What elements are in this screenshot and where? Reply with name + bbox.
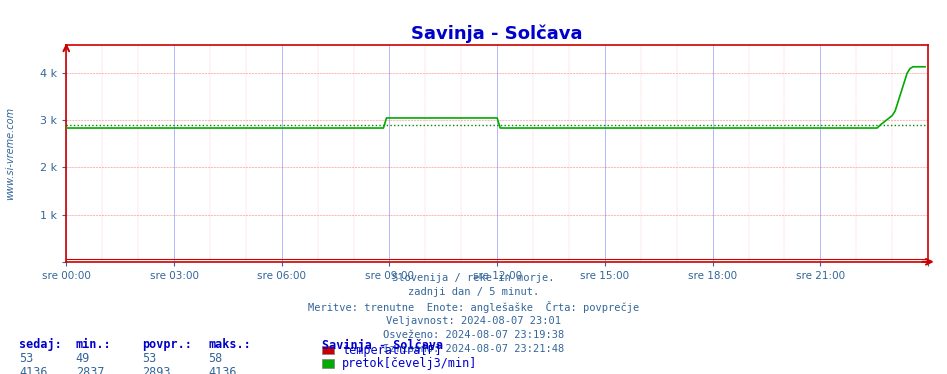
Title: Savinja - Solčava: Savinja - Solčava [411,25,583,43]
Text: Meritve: trenutne  Enote: anglešaške  Črta: povprečje: Meritve: trenutne Enote: anglešaške Črta… [308,301,639,313]
Text: 4136: 4136 [208,366,237,374]
Text: Veljavnost: 2024-08-07 23:01: Veljavnost: 2024-08-07 23:01 [386,316,561,326]
Text: pretok[čevelj3/min]: pretok[čevelj3/min] [342,357,477,370]
Text: maks.:: maks.: [208,338,251,352]
Text: 2893: 2893 [142,366,170,374]
Text: 4136: 4136 [19,366,47,374]
Text: Izrisano: 2024-08-07 23:21:48: Izrisano: 2024-08-07 23:21:48 [383,344,564,354]
Text: temperatura[F]: temperatura[F] [342,344,441,356]
Text: povpr.:: povpr.: [142,338,192,352]
Text: 53: 53 [142,352,156,365]
Text: min.:: min.: [76,338,112,352]
Text: 58: 58 [208,352,223,365]
Text: www.si-vreme.com: www.si-vreme.com [6,107,15,200]
Text: 2837: 2837 [76,366,104,374]
Text: zadnji dan / 5 minut.: zadnji dan / 5 minut. [408,287,539,297]
Text: 53: 53 [19,352,33,365]
Text: 49: 49 [76,352,90,365]
Text: Slovenija / reke in morje.: Slovenija / reke in morje. [392,273,555,283]
Text: sedaj:: sedaj: [19,338,62,352]
Text: Osveženo: 2024-08-07 23:19:38: Osveženo: 2024-08-07 23:19:38 [383,330,564,340]
Text: Savinja - Solčava: Savinja - Solčava [322,338,443,352]
